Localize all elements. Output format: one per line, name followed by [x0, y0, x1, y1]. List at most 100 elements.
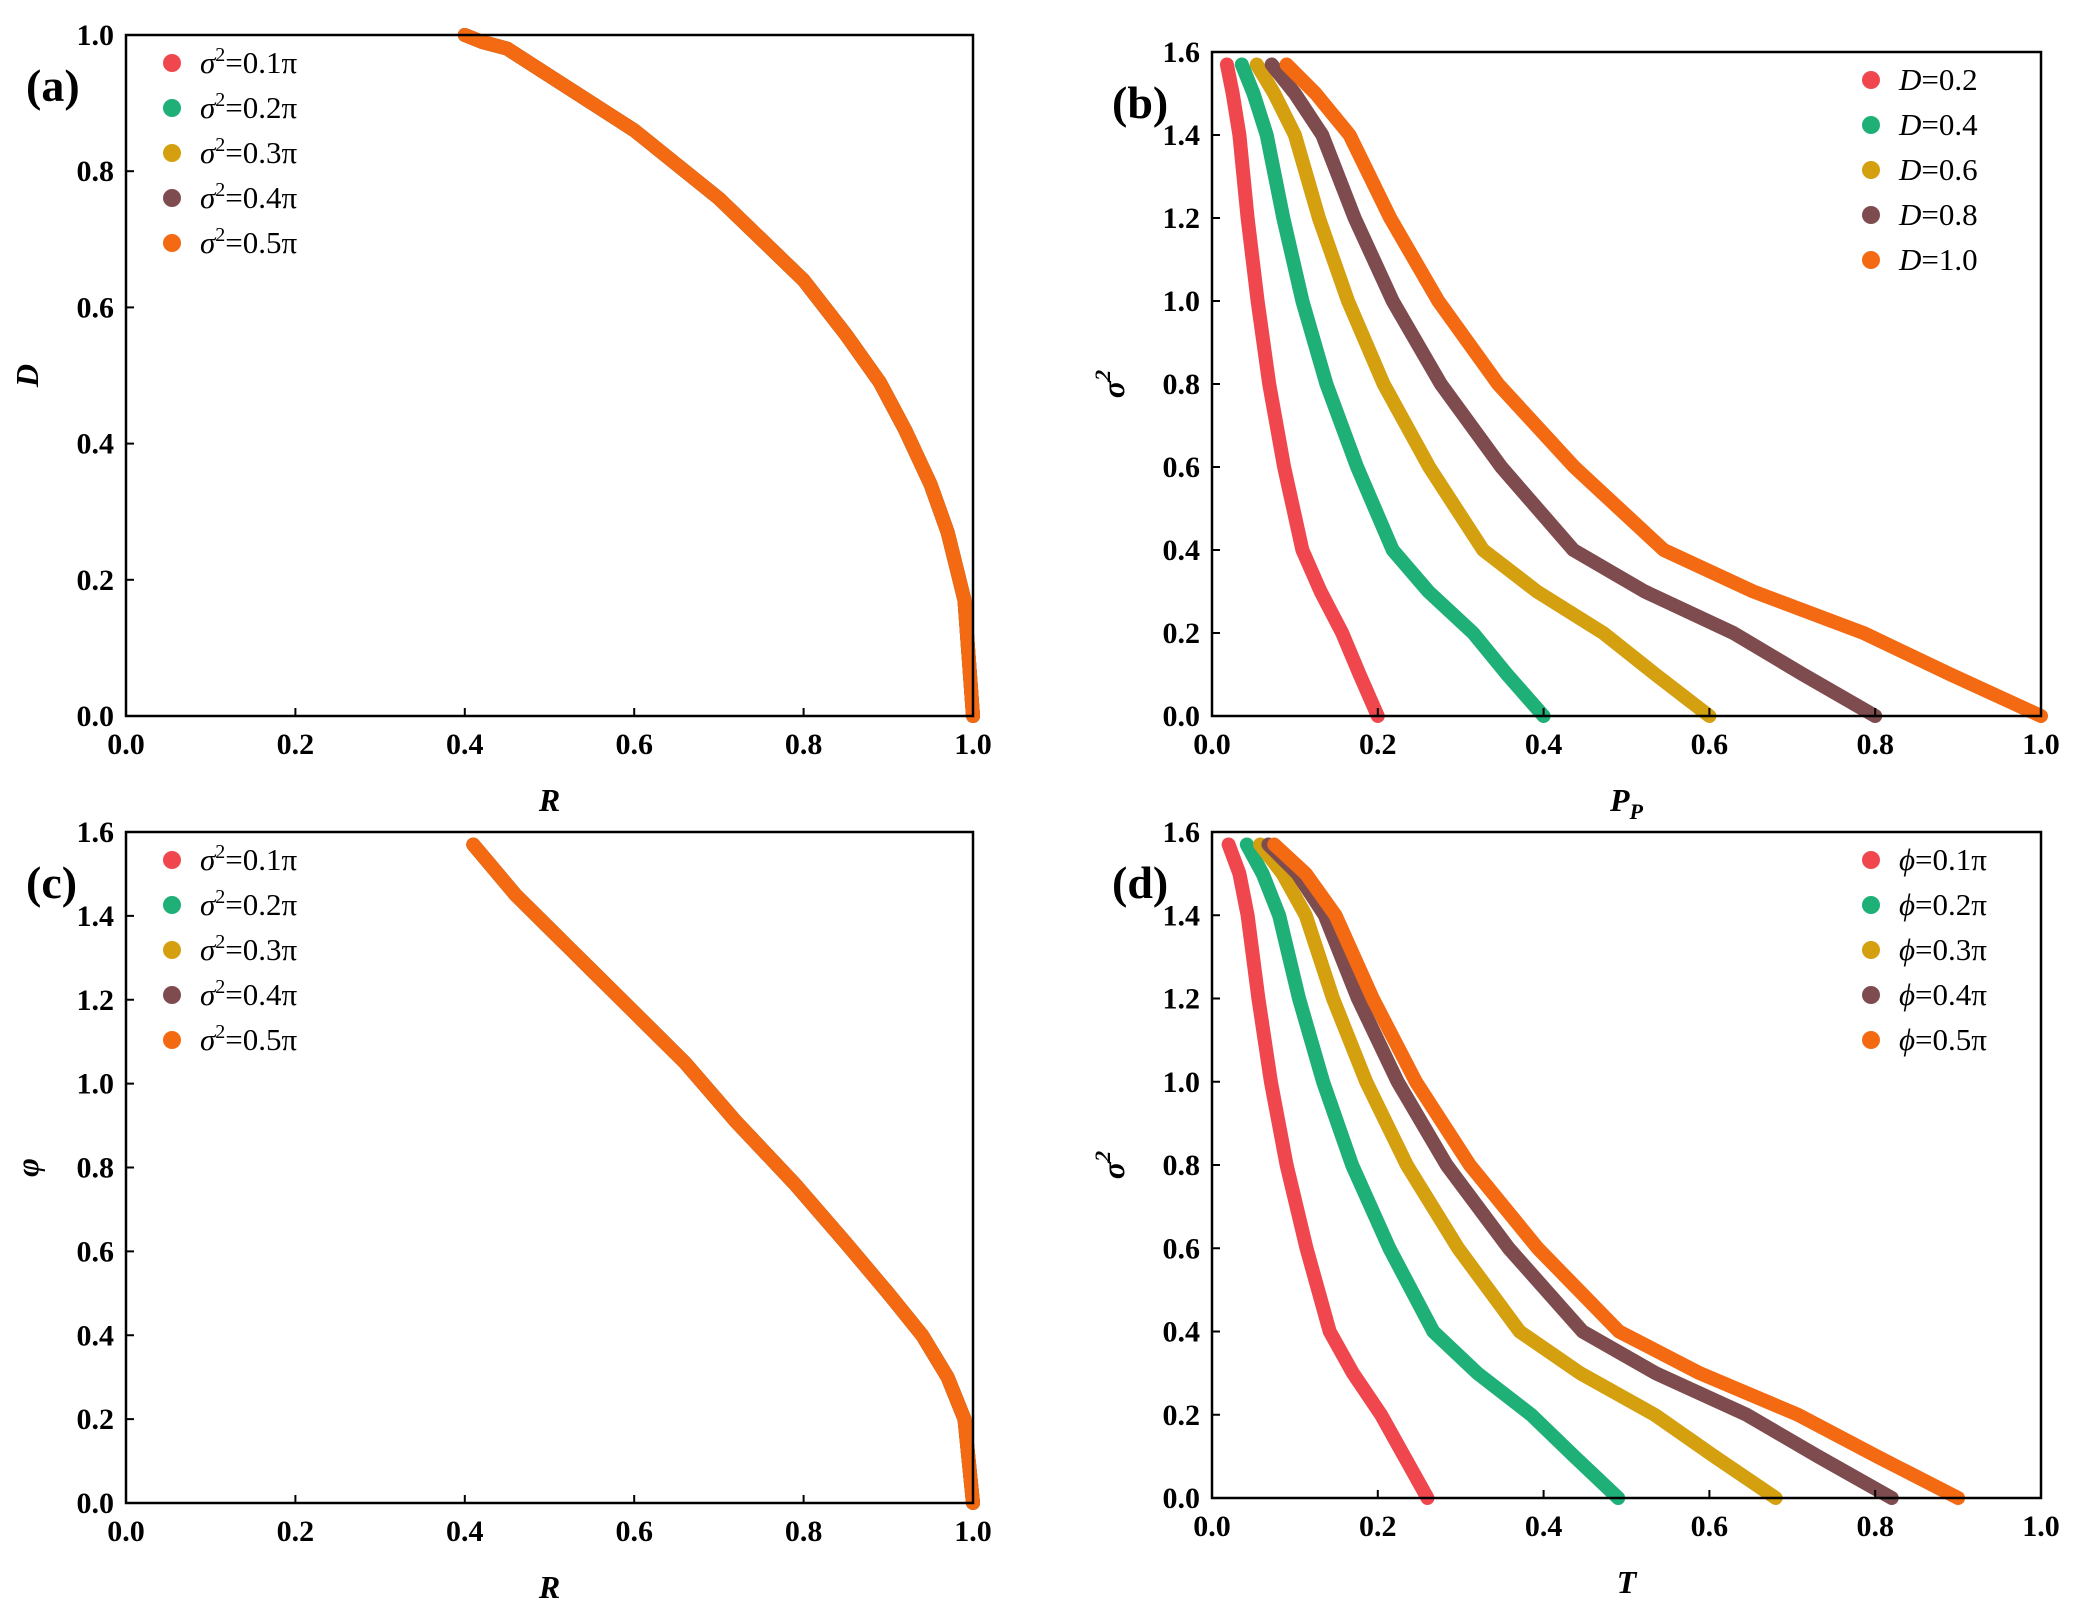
x-tick-label: 1.0 [2022, 1510, 2060, 1543]
y-tick-label: 1.0 [77, 19, 115, 52]
y-tick-label: 1.6 [77, 816, 115, 849]
series-line-4 [1261, 837, 1899, 1505]
y-tick-label: 0.6 [77, 1235, 115, 1268]
y-tick-label: 1.0 [1163, 1066, 1201, 1099]
y-tick-label: 0.6 [77, 291, 115, 324]
panel-b: 0.0 0.2 0.4 0.6 0.8 1.0 0.0 0.2 0.4 0.6 0.8 1.0 1.2 1… [1090, 36, 2060, 824]
series-line-2 [466, 837, 980, 1510]
x-tick-label: 0.6 [1691, 728, 1729, 761]
x-tick-label: 0.8 [1856, 728, 1894, 761]
legend-marker [163, 144, 181, 162]
legend-marker [163, 851, 181, 869]
x-tick-label: 0.4 [446, 728, 484, 761]
panel-label: (c) [26, 857, 77, 908]
y-tick-label: 1.2 [1163, 202, 1201, 235]
y-tick-label: 0.0 [77, 1487, 115, 1520]
x-tick-label: 0.6 [615, 728, 653, 761]
series-line-1 [1221, 837, 1435, 1505]
plot-frame [124, 33, 975, 718]
x-tick-label: 0.0 [107, 728, 145, 761]
series-group [1221, 837, 1966, 1505]
legend-label: D=0.4 [1898, 107, 1978, 142]
y-tick-label: 1.4 [1163, 899, 1201, 932]
x-tick-label: 0.4 [446, 1515, 484, 1548]
legend-label: σ2=0.2π [200, 886, 298, 922]
y-tick-label: 0.8 [1163, 1149, 1201, 1182]
legend-label: σ2=0.5π [200, 1021, 298, 1057]
legend: D=0.2 D=0.4 D=0.6 D=0.8 D=1.0 [1862, 62, 1978, 277]
panel-label: (a) [26, 60, 80, 111]
legend-marker [1862, 161, 1880, 179]
x-tick-label: 0.8 [1856, 1510, 1894, 1543]
x-tick-label: 0.2 [277, 728, 315, 761]
legend-marker [163, 941, 181, 959]
y-tick-label: 0.4 [77, 428, 115, 461]
x-axis-label: R [538, 782, 560, 818]
series-line-3 [466, 837, 980, 1510]
x-tick-label: 0.4 [1525, 728, 1563, 761]
series-line-2 [1234, 57, 1551, 723]
series-line-5 [457, 28, 980, 723]
series-line-1 [457, 28, 980, 723]
x-tick-label: 0.6 [615, 1515, 653, 1548]
y-axis-label: D [9, 364, 45, 388]
panel-a: 0.0 0.2 0.4 0.6 0.8 1.0 0.0 0.2 0.4 0.6 0.8 1.0 R D (a… [9, 19, 992, 818]
series-group [1219, 57, 2048, 723]
y-tick-label: 0.8 [77, 1152, 115, 1185]
x-tick-label: 0.2 [277, 1515, 315, 1548]
panel-label: (b) [1112, 77, 1168, 128]
x-tick-label: 0.2 [1359, 1510, 1397, 1543]
legend-label: σ2=0.1π [200, 44, 298, 80]
legend-marker [1862, 206, 1880, 224]
y-tick-label: 1.2 [77, 984, 115, 1017]
y-tick-label: 0.8 [77, 155, 115, 188]
y-tick-label: 1.0 [1163, 285, 1201, 318]
y-tick-label: 0.4 [1163, 534, 1201, 567]
x-tick-label: 0.0 [1193, 1510, 1231, 1543]
series-line-2 [457, 28, 980, 723]
legend-label: D=0.2 [1898, 62, 1978, 97]
x-axis-label: R [538, 1569, 560, 1605]
y-tick-label: 1.2 [1163, 983, 1201, 1016]
legend-marker [163, 986, 181, 1004]
series-line-4 [457, 28, 980, 723]
series-group [457, 28, 980, 723]
legend-label: D=1.0 [1898, 242, 1978, 277]
y-tick-label: 0.2 [77, 1403, 115, 1436]
series-line-1 [466, 837, 980, 1510]
series-group [466, 837, 980, 1510]
legend: ϕ=0.1π ϕ=0.2π ϕ=0.3π ϕ=0.4π ϕ=0.5π [1862, 842, 1987, 1057]
y-tick-label: 0.2 [1163, 1399, 1201, 1432]
legend-label: ϕ=0.1π [1899, 842, 1987, 877]
series-line-4 [466, 837, 980, 1510]
y-tick-label: 0.4 [1163, 1316, 1201, 1349]
series-line-4 [1264, 57, 1883, 723]
x-tick-label: 0.8 [785, 728, 823, 761]
series-line-2 [1239, 837, 1626, 1505]
series-line-5 [1279, 57, 2048, 723]
panel-c: 0.0 0.2 0.4 0.6 0.8 1.0 0.0 0.2 0.4 0.6 0.8 1.0 1.2 1… [9, 816, 992, 1605]
x-tick-label: 1.0 [2022, 728, 2060, 761]
legend-label: ϕ=0.3π [1899, 932, 1987, 967]
y-tick-label: 1.0 [77, 1068, 115, 1101]
x-tick-label: 0.8 [785, 1515, 823, 1548]
y-axis-label: σ2 [1090, 1151, 1131, 1179]
legend-marker [1862, 251, 1880, 269]
y-axis-label: φ [9, 1158, 45, 1177]
y-axis-label: σ2 [1090, 370, 1131, 398]
y-tick-label: 0.6 [1163, 1232, 1201, 1265]
legend-marker [1862, 851, 1880, 869]
y-tick-label: 1.6 [1163, 816, 1201, 849]
series-line-3 [1249, 57, 1717, 723]
legend-marker [163, 54, 181, 72]
y-tick-label: 0.2 [1163, 617, 1201, 650]
legend-marker [163, 896, 181, 914]
y-tick-label: 1.4 [1163, 119, 1201, 152]
legend-label: σ2=0.2π [200, 89, 298, 125]
x-tick-label: 0.0 [107, 1515, 145, 1548]
x-axis-label: T [1617, 1564, 1638, 1600]
series-line-1 [1219, 57, 1385, 723]
x-tick-label: 1.0 [954, 728, 992, 761]
legend-marker [1862, 116, 1880, 134]
